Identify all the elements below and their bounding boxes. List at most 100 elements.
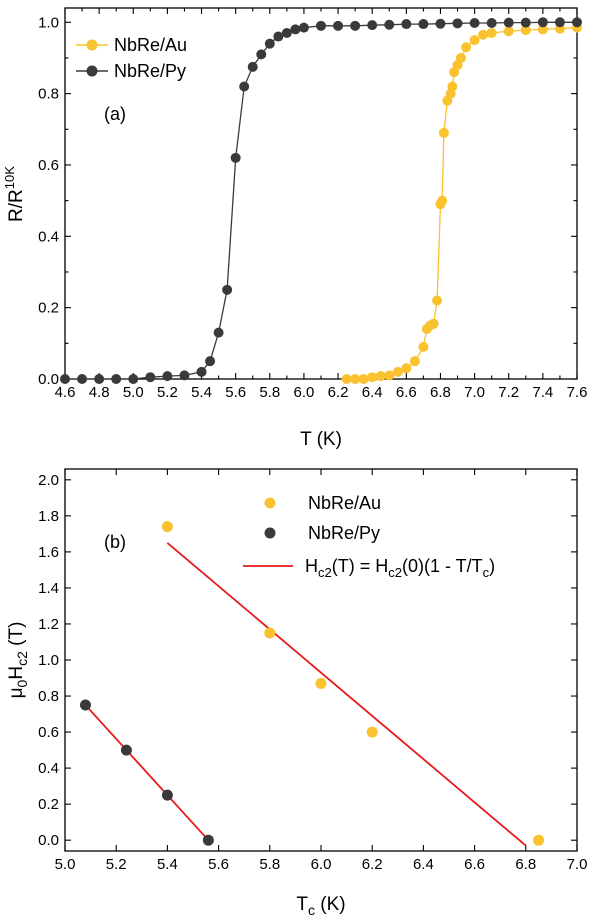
y-tick-label: 1.8: [38, 508, 59, 525]
data-point: [281, 27, 292, 38]
legend-label: NbRe/Py: [308, 523, 380, 543]
data-point: [213, 327, 224, 338]
fit-line: [166, 542, 527, 847]
x-tick-label: 6.8: [430, 384, 451, 401]
data-point: [428, 318, 439, 329]
data-point: [384, 370, 395, 381]
x-tick-label: 5.6: [225, 384, 246, 401]
data-point: [290, 24, 301, 35]
panel-label: (a): [104, 104, 126, 124]
legend-fit-label: Hc2(T) = Hc2(0)(1 - T/Tc): [305, 556, 495, 580]
data-point: [537, 24, 548, 35]
x-tick-label: 6.0: [294, 384, 315, 401]
x-tick-label: 5.8: [259, 384, 280, 401]
data-point: [461, 42, 472, 53]
data-point: [447, 81, 458, 92]
data-point: [503, 26, 514, 37]
x-tick-label: 5.4: [191, 384, 212, 401]
data-point: [367, 372, 378, 383]
data-point: [486, 17, 497, 28]
data-point: [120, 744, 132, 756]
y-tick-label: 1.0: [38, 14, 59, 31]
data-point: [392, 366, 403, 377]
data-point: [247, 61, 258, 72]
x-tick-label: 5.6: [208, 856, 229, 873]
x-tick-label: 6.4: [362, 384, 383, 401]
data-point: [384, 19, 395, 30]
data-point: [162, 371, 173, 382]
y-tick-label: 0.6: [38, 724, 59, 741]
x-tick-label: 7.2: [498, 384, 519, 401]
data-point: [205, 356, 216, 367]
data-point: [239, 81, 250, 92]
y-axis-label: μ0Hc2 (T): [6, 622, 30, 699]
y-tick-label: 0.0: [38, 832, 59, 849]
legend-label: NbRe/Au: [114, 35, 187, 55]
y-tick-label: 0.4: [38, 760, 59, 777]
data-point: [111, 374, 122, 384]
data-point: [432, 295, 443, 306]
x-tick-label: 5.0: [55, 856, 76, 873]
data-point: [256, 49, 267, 60]
data-point: [264, 38, 275, 49]
y-tick-label: 0.2: [38, 796, 59, 813]
y-tick-label: 0.8: [38, 86, 59, 103]
data-point: [341, 374, 352, 384]
data-point: [452, 18, 463, 29]
data-point: [350, 20, 361, 31]
x-tick-label: 5.8: [259, 856, 280, 873]
x-tick-label: 6.6: [396, 384, 417, 401]
x-tick-label: 7.0: [567, 856, 588, 873]
data-point: [503, 17, 514, 28]
data-point: [264, 627, 276, 639]
data-point: [298, 22, 309, 33]
x-tick-label: 6.6: [464, 856, 485, 873]
y-tick-label: 1.6: [38, 544, 59, 561]
data-point: [435, 18, 446, 29]
data-point: [469, 17, 480, 28]
data-point: [486, 27, 497, 38]
data-point: [161, 521, 173, 533]
x-axis-label: Tc (K): [296, 894, 345, 918]
y-tick-label: 0.2: [38, 300, 59, 317]
data-point: [401, 363, 412, 374]
data-point: [77, 374, 88, 384]
fit-line: [84, 704, 210, 841]
data-point: [222, 284, 233, 295]
data-point: [469, 35, 480, 46]
legend-marker: [264, 527, 276, 539]
legend-label: NbRe/Au: [308, 493, 381, 513]
data-point: [418, 341, 429, 352]
y-tick-label: 0.4: [38, 228, 59, 245]
x-tick-label: 6.2: [362, 856, 383, 873]
y-tick-label: 0.6: [38, 157, 59, 174]
x-tick-label: 5.2: [157, 384, 178, 401]
data-point: [478, 29, 489, 40]
y-tick-label: 0.8: [38, 688, 59, 705]
data-point: [316, 20, 326, 31]
x-tick-label: 6.0: [311, 856, 332, 873]
legend-marker: [86, 65, 98, 77]
legend-marker: [86, 39, 98, 51]
data-point: [401, 19, 412, 30]
data-point: [161, 789, 173, 801]
panel-a-chart: 4.6 4.8 5.0 5.2 5.4 5.6 5.8 6.0 6.2 6.4 6.6 6.8 7.0 7…: [2, 7, 587, 450]
data-point: [79, 699, 91, 711]
data-point: [315, 677, 327, 689]
data-point: [196, 366, 207, 377]
data-point: [333, 20, 344, 31]
x-tick-label: 5.0: [123, 384, 144, 401]
data-point: [350, 374, 361, 384]
y-axis-label: R/R10K: [2, 166, 27, 222]
y-tick-label: 1.4: [38, 580, 59, 597]
y-tick-label: 1.0: [38, 652, 59, 669]
data-point: [520, 25, 531, 36]
data-point: [533, 834, 545, 846]
legend-label: NbRe/Py: [114, 61, 186, 81]
panel-label: (b): [104, 532, 126, 552]
series-line: [346, 26, 578, 380]
legend-marker: [264, 497, 276, 509]
data-point: [179, 370, 190, 381]
x-tick-label: 5.4: [157, 856, 178, 873]
